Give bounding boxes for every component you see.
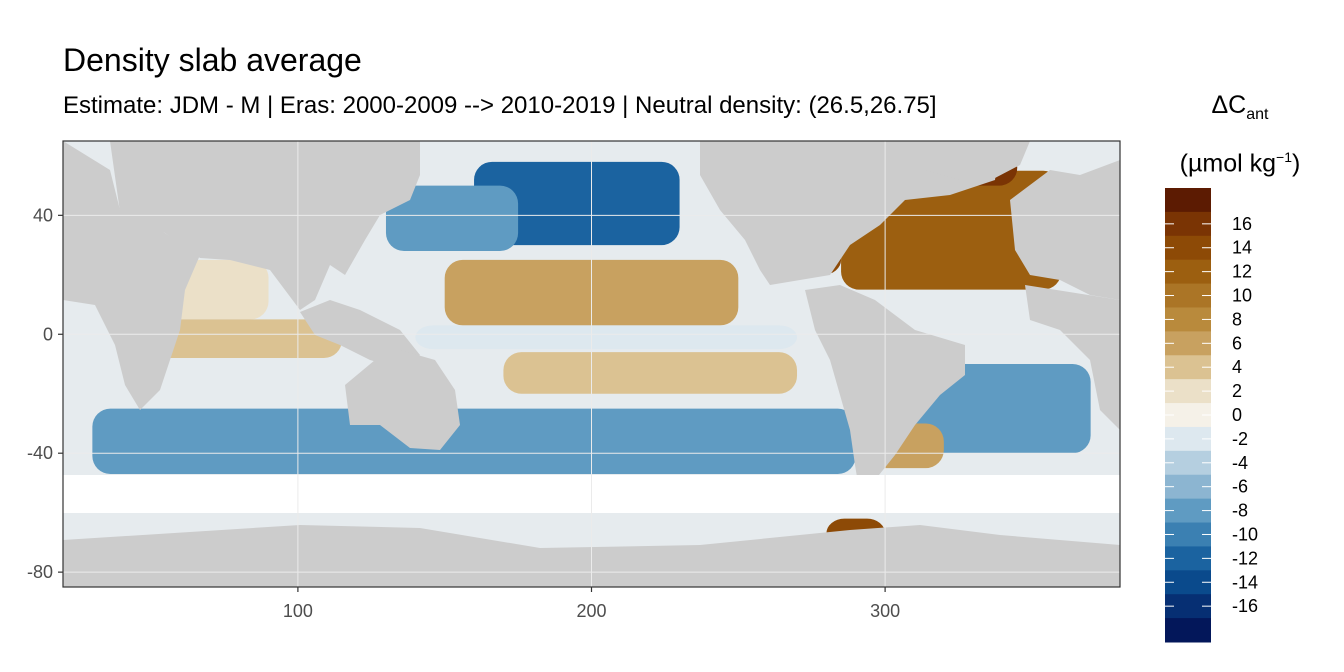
- colorbar-segment: [1165, 618, 1211, 643]
- gridlines: [63, 141, 1120, 587]
- legend-title-symbol: ΔC: [1211, 91, 1247, 119]
- colorbar-label: 10: [1232, 286, 1252, 306]
- land-eurasia: [110, 141, 420, 310]
- colorbar-label: 6: [1232, 333, 1242, 353]
- colorbar: 16 14 12 10 8 6 4 2 0 -2 -4 -6 -8 -10 -12 -14 -16: [1165, 188, 1258, 643]
- region-south-pacific-tan: [503, 352, 798, 394]
- map-panel: [63, 141, 1120, 587]
- colorbar-label: -14: [1232, 572, 1258, 592]
- region-north-pacific-blue: [474, 161, 680, 246]
- colorbar-label: 2: [1232, 381, 1242, 401]
- legend-unit-superscript: −1: [1276, 149, 1292, 165]
- colorbar-label: 0: [1232, 405, 1242, 425]
- y-axis: 40 0 -40 -80: [27, 205, 63, 582]
- colorbar-label: -12: [1232, 548, 1258, 568]
- chart-subtitle: Estimate: JDM - M | Eras: 2000-2009 --> …: [63, 92, 937, 119]
- colorbar-label: -2: [1232, 429, 1248, 449]
- region-equatorial-pacific-light: [415, 325, 798, 350]
- y-tick-label: -80: [27, 562, 53, 582]
- land-west-africa: [1025, 285, 1120, 430]
- colorbar-segment: [1165, 188, 1211, 213]
- region-southern-ocean-blue: [92, 408, 856, 475]
- land-europe: [1010, 160, 1120, 300]
- colorbar-label: -4: [1232, 453, 1248, 473]
- x-tick-label: 300: [870, 601, 900, 621]
- colorbar-label: 14: [1232, 238, 1252, 258]
- land-greenland: [880, 141, 1030, 180]
- region-indian-ocean-tan: [151, 319, 342, 359]
- chart-title: Density slab average: [63, 42, 362, 78]
- colorbar-label: -16: [1232, 596, 1258, 616]
- land-australia: [345, 350, 460, 450]
- colorbar-label: 12: [1232, 262, 1252, 282]
- colorbar-label: 4: [1232, 357, 1242, 377]
- x-axis: 100 200 300: [283, 587, 900, 621]
- y-tick-label: 0: [43, 324, 53, 344]
- land-africa: [63, 141, 200, 410]
- land-north-america: [700, 141, 1000, 285]
- region-south-atlantic-blue: [914, 364, 1091, 454]
- region-kuroshio-blue: [385, 185, 519, 252]
- x-tick-label: 100: [283, 601, 313, 621]
- colorbar-label: 8: [1232, 309, 1242, 329]
- y-tick-label: 40: [33, 205, 53, 225]
- y-tick-label: -40: [27, 443, 53, 463]
- legend-unit-close: ): [1292, 149, 1301, 178]
- legend-title-subscript: ant: [1246, 106, 1269, 123]
- colorbar-label: -8: [1232, 501, 1248, 521]
- legend-title: ΔCant (µmol kg−1): [1160, 84, 1320, 184]
- legend-unit-open: (µmol kg: [1179, 149, 1277, 178]
- land-masses: [63, 141, 1120, 587]
- x-tick-label: 200: [576, 601, 606, 621]
- land-maritime-continent: [300, 300, 420, 370]
- colorbar-label: -6: [1232, 477, 1248, 497]
- colorbar-label: -10: [1232, 524, 1258, 544]
- colorbar-label: 16: [1232, 214, 1252, 234]
